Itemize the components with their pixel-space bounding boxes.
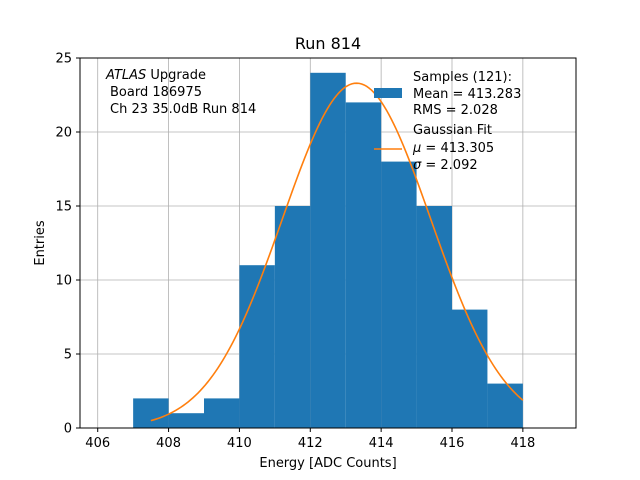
y-axis-ticks: 0 5 10 15 20 25 (55, 52, 80, 437)
atlas-annotation: ATLAS Upgrade Board 186975 Ch 23 35.0dB … (105, 68, 256, 117)
histogram-bar (168, 413, 204, 428)
histogram-bars (133, 72, 523, 429)
y-tick-label: 10 (55, 274, 72, 289)
gaussian-fit (150, 82, 524, 422)
annotation-atlas: ATLAS (105, 68, 146, 83)
x-tick-label: 412 (298, 436, 323, 451)
x-tick-label: 408 (156, 436, 181, 451)
legend-samples-rms: RMS = 2.028 (413, 103, 498, 118)
histogram-bar (487, 383, 523, 428)
gaussian-fit-curve (150, 82, 524, 422)
histogram-bar (204, 398, 240, 428)
legend-samples-mean: Mean = 413.283 (413, 87, 521, 102)
histogram-bar (452, 309, 488, 428)
y-tick-label: 15 (55, 200, 72, 215)
histogram-bar (274, 206, 311, 428)
y-tick-label: 0 (64, 422, 72, 437)
histogram-bar (133, 398, 169, 428)
chart-title: Run 814 (295, 34, 361, 53)
annotation-board: Board 186975 (110, 85, 202, 100)
legend-sigma-symbol: σ (413, 158, 422, 173)
histogram-bar (239, 265, 275, 428)
legend-samples-patch (374, 88, 402, 98)
legend-fit-title: Gaussian Fit (413, 123, 492, 138)
legend-sigma-value: = 2.092 (421, 158, 477, 173)
histogram-bar (416, 206, 452, 428)
histogram-bar (345, 102, 382, 429)
legend-mu-value: = 413.305 (421, 141, 494, 156)
x-tick-label: 416 (440, 436, 465, 451)
annotation-channel: Ch 23 35.0dB Run 814 (110, 102, 256, 117)
legend-fit-sigma: σ = 2.092 (413, 158, 478, 173)
legend: Samples (121): Mean = 413.283 RMS = 2.02… (374, 70, 521, 173)
histogram-bar (310, 72, 346, 429)
x-tick-label: 418 (510, 436, 535, 451)
x-axis-ticks: 406 408 410 412 414 416 418 (85, 428, 535, 451)
axes-frame (79, 57, 577, 429)
histogram-bar (381, 161, 417, 428)
legend-fit-mu: μ = 413.305 (412, 141, 494, 156)
annotation-upgrade: Upgrade (146, 68, 206, 83)
y-tick-label: 20 (55, 126, 72, 141)
y-axis-label: Entries (33, 220, 48, 266)
x-tick-label: 414 (369, 436, 394, 451)
legend-samples-title: Samples (121): (413, 70, 512, 85)
x-axis-label: Energy [ADC Counts] (259, 456, 396, 471)
y-tick-label: 5 (64, 348, 72, 363)
legend-mu-symbol: μ (412, 141, 421, 156)
annotation-line-1: ATLAS Upgrade (105, 68, 206, 83)
x-tick-label: 410 (227, 436, 252, 451)
x-tick-label: 406 (85, 436, 110, 451)
y-tick-label: 25 (55, 52, 72, 67)
